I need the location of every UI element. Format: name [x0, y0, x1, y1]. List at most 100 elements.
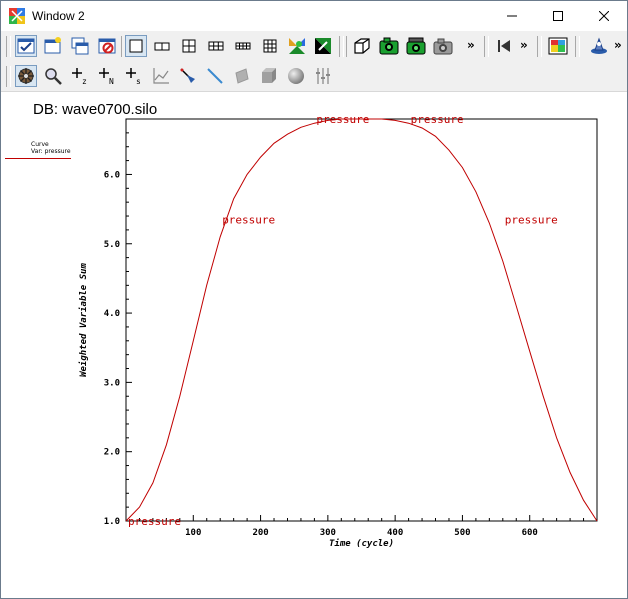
pick-button[interactable]	[177, 65, 199, 87]
toolbar-row-1: » » »	[1, 31, 627, 61]
layout-2x3-button[interactable]	[205, 35, 227, 57]
x-tick-label: 600	[522, 528, 538, 538]
svg-text:s: s	[136, 77, 141, 85]
navigate-3d-button[interactable]	[351, 35, 373, 57]
app-icon	[9, 8, 25, 24]
plane-tool-icon	[235, 68, 249, 84]
toolbar-grip[interactable]	[6, 36, 11, 57]
sphere-tool-button[interactable]	[285, 65, 307, 87]
layout-1x1-icon	[129, 39, 143, 53]
color-table-button[interactable]	[547, 35, 569, 57]
delete-window-button[interactable]	[96, 35, 118, 57]
curve-label: pressure	[505, 214, 558, 227]
box-tool-button[interactable]	[258, 65, 280, 87]
toolbar-grip[interactable]	[339, 36, 344, 57]
axis-restrict-icon	[316, 68, 330, 84]
toolbar-grip[interactable]	[537, 36, 542, 57]
curve-label: pressure	[411, 113, 464, 126]
close-button[interactable]	[581, 1, 627, 31]
x-tick-label: 100	[185, 528, 201, 538]
y-tick-label: 5.0	[104, 240, 120, 250]
toolbar-overflow-3[interactable]: »	[614, 38, 622, 52]
lineout-button[interactable]	[150, 65, 172, 87]
title-bar: Window 2	[1, 1, 627, 31]
layout-2x2-icon	[182, 39, 196, 53]
curve-label: pressure	[316, 113, 369, 126]
node-pick-button[interactable]: N	[96, 65, 118, 87]
camera-button[interactable]	[432, 35, 454, 57]
plot-frame	[125, 118, 598, 522]
box-3d-icon	[354, 38, 370, 54]
spin-icon	[591, 37, 607, 54]
toolbar-overflow-2[interactable]: »	[520, 38, 528, 52]
clone-window-button[interactable]	[69, 35, 91, 57]
navigate-icon	[18, 68, 34, 84]
minimize-button[interactable]	[489, 1, 535, 31]
layout-2x3-icon	[208, 41, 224, 51]
layout-1x2-icon	[154, 42, 170, 51]
layout-2x2-button[interactable]	[178, 35, 200, 57]
layout-3x3-button[interactable]	[259, 35, 281, 57]
save-image-button[interactable]	[378, 35, 400, 57]
line-tool-button[interactable]	[204, 65, 226, 87]
navigate-mode-button[interactable]	[15, 65, 37, 87]
y-tick-label: 4.0	[104, 309, 120, 319]
database-label: DB: wave0700.silo	[33, 101, 158, 118]
layout-2x4-button[interactable]	[232, 35, 254, 57]
lineout-icon	[153, 68, 169, 84]
y-axis-title: Weighted Variable Sum	[78, 263, 89, 377]
spreadsheet-pick-button[interactable]: s	[123, 65, 145, 87]
visualization-viewport[interactable]: DB: wave0700.silo Curve Var: pressure 10…	[1, 92, 627, 598]
active-window-button[interactable]	[15, 35, 37, 57]
pointer-icon	[180, 68, 195, 83]
maximize-button[interactable]	[535, 1, 581, 31]
lock-time-button[interactable]	[312, 35, 334, 57]
toolbar-separator	[346, 36, 347, 57]
toolbar-grip[interactable]	[6, 66, 11, 87]
lock-view-icon	[289, 38, 305, 54]
box-tool-icon	[262, 68, 276, 83]
toolbar-overflow-1[interactable]: »	[467, 38, 475, 52]
active-window-icon	[17, 38, 35, 54]
movie-camera-icon	[406, 37, 426, 55]
axis-restrict-button[interactable]	[312, 65, 334, 87]
color-table-icon	[548, 37, 568, 55]
legend-line-swatch	[5, 158, 71, 159]
spin-button[interactable]	[588, 35, 610, 57]
zone-pick-button[interactable]: z	[69, 65, 91, 87]
line-tool-icon	[207, 68, 223, 84]
new-window-button[interactable]	[42, 35, 64, 57]
save-movie-button[interactable]	[405, 35, 427, 57]
y-tick-label: 1.0	[104, 517, 120, 527]
layout-1x1-button[interactable]	[125, 35, 147, 57]
lock-view-button[interactable]	[286, 35, 308, 57]
plane-tool-button[interactable]	[231, 65, 253, 87]
y-tick-label: 2.0	[104, 448, 120, 458]
window-title: Window 2	[32, 9, 85, 23]
toolbar-grip[interactable]	[575, 36, 580, 57]
curve-label: pressure	[222, 214, 275, 227]
green-camera-icon	[379, 37, 399, 55]
x-tick-label: 400	[387, 528, 403, 538]
zoom-icon	[45, 68, 62, 85]
curve-plot: 100 200 300 400 500 600 1.0 2.0 3.0 4.0 5.0 6.0 Time…	[78, 113, 598, 549]
layout-1x2-button[interactable]	[151, 35, 173, 57]
step-back-button[interactable]	[493, 35, 515, 57]
legend-variable: Var: pressure	[31, 148, 71, 155]
svg-text:N: N	[109, 77, 114, 85]
minimize-icon	[507, 15, 517, 17]
camera-icon	[433, 38, 453, 55]
toolbar-grip[interactable]	[484, 36, 489, 57]
zone-pick-icon: z	[72, 68, 87, 85]
y-tick-label: 6.0	[104, 170, 120, 180]
delete-window-icon	[98, 38, 116, 54]
close-icon	[599, 11, 609, 21]
step-back-icon	[498, 40, 510, 52]
maximize-icon	[553, 11, 563, 21]
x-tick-label: 200	[252, 528, 268, 538]
zoom-mode-button[interactable]	[42, 65, 64, 87]
x-tick-label: 300	[320, 528, 336, 538]
curve-label: pressure	[128, 515, 181, 528]
toolbar-row-2: z N s	[1, 61, 627, 92]
lock-time-icon	[315, 38, 331, 54]
